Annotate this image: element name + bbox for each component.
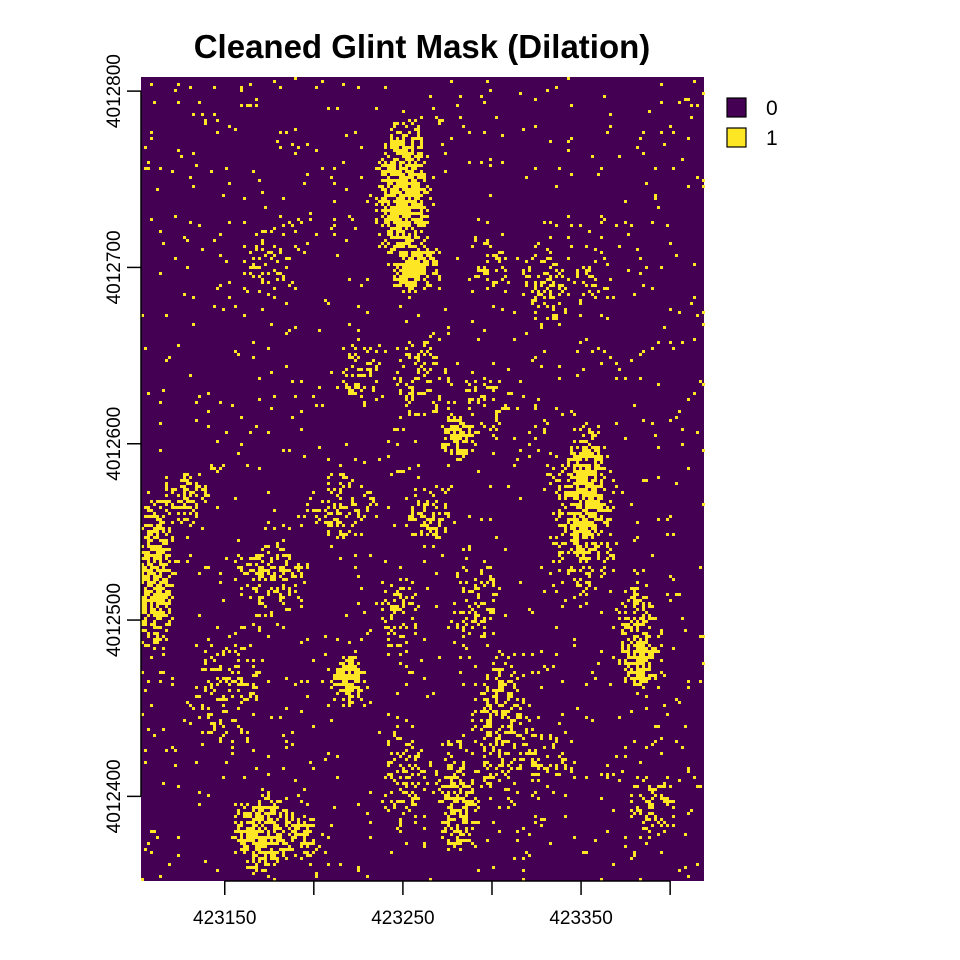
- y-tick-label: 4012700: [104, 230, 125, 304]
- x-tick-label: 423150: [193, 908, 256, 929]
- x-tick-label: 423250: [371, 908, 434, 929]
- y-tick-label: 4012400: [104, 759, 125, 833]
- legend-label: 1: [766, 127, 778, 150]
- y-tick-label: 4012600: [104, 407, 125, 481]
- y-axis: 4012400 4012500 4012600 4012700 4012800: [104, 54, 142, 833]
- y-tick-label: 4012800: [104, 54, 125, 128]
- x-axis: 423150 423250 423350: [193, 880, 671, 929]
- glint-pixels: [141, 77, 705, 881]
- x-tick-label: 423350: [549, 908, 612, 929]
- legend-label: 0: [766, 97, 778, 120]
- raster-background: [141, 77, 704, 881]
- legend-swatch: [726, 127, 747, 148]
- chart-title: Cleaned Glint Mask (Dilation): [194, 28, 651, 65]
- legend: 01: [726, 97, 778, 150]
- plot-area: [141, 77, 705, 881]
- y-tick-label: 4012500: [104, 583, 125, 657]
- legend-swatch: [726, 97, 747, 118]
